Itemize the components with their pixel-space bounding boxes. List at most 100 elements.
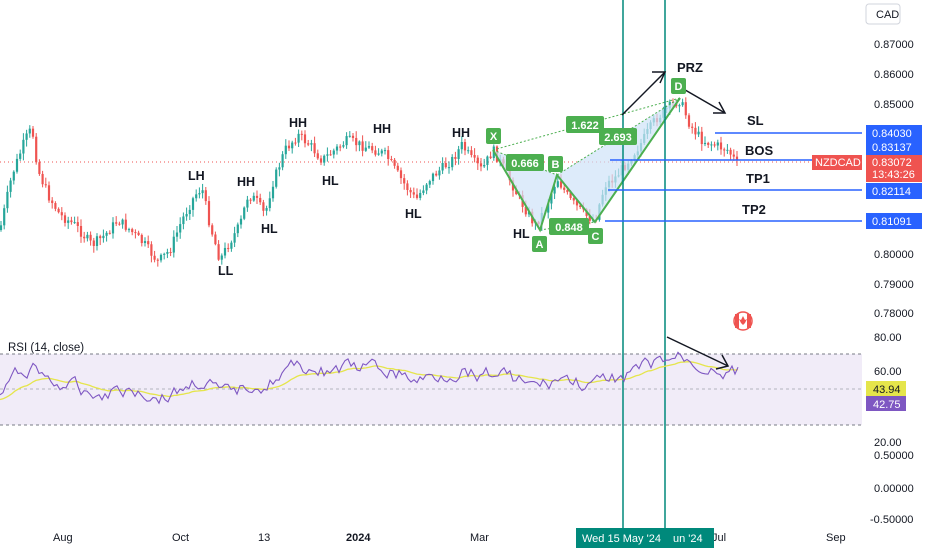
candle-body xyxy=(467,150,470,152)
price-axis[interactable]: CAD 0.87000 0.86000 0.85000 0.80000 0.79… xyxy=(865,3,914,320)
candle-body xyxy=(399,170,403,179)
bos-label: BOS xyxy=(745,143,774,158)
currency-box[interactable] xyxy=(865,3,901,25)
candle-body xyxy=(166,251,169,254)
candle-body xyxy=(175,232,179,237)
candle-body xyxy=(185,214,188,217)
svg-text:0.83072: 0.83072 xyxy=(872,157,912,169)
candle-body xyxy=(438,170,441,176)
candle-body xyxy=(678,105,681,107)
point-a[interactable]: A xyxy=(532,236,547,252)
candle-body xyxy=(198,193,201,195)
candle-body xyxy=(435,173,438,176)
candle-body xyxy=(383,150,387,152)
prz-label: PRZ xyxy=(677,60,703,75)
canada-flag-icon[interactable] xyxy=(733,311,753,331)
candle-body xyxy=(716,142,719,146)
candle-body xyxy=(73,222,76,224)
price-tick: 0.85000 xyxy=(874,99,914,111)
candle-body xyxy=(121,219,124,225)
candle-body xyxy=(428,181,431,185)
rsi-band xyxy=(0,354,862,425)
candle-body xyxy=(259,197,262,203)
candle-body xyxy=(9,180,12,192)
candle-body xyxy=(358,141,361,146)
rsi-tick: 60.00 xyxy=(874,366,902,378)
candle-body xyxy=(319,158,323,163)
candle-body xyxy=(719,142,723,150)
time-tick: Aug xyxy=(53,532,73,544)
candle-body xyxy=(556,181,559,187)
candle-body xyxy=(63,215,67,223)
point-d[interactable]: D xyxy=(671,78,686,94)
candle-body xyxy=(159,254,163,261)
candle-body xyxy=(735,156,739,160)
candle-body xyxy=(86,234,89,239)
candle-body xyxy=(323,155,326,163)
rsi-axis[interactable]: 80.00 60.00 20.00 0.50000 0.00000 -0.500… xyxy=(866,332,914,526)
candle-body xyxy=(431,173,435,182)
candle-body xyxy=(182,216,185,225)
candle-body xyxy=(284,145,287,155)
candle-body xyxy=(454,156,457,159)
rsi-title[interactable]: RSI (14, close) xyxy=(8,342,84,354)
prz-arrow-down-head xyxy=(713,101,727,114)
swing-label-lh: LH xyxy=(188,169,205,183)
swing-label-hh-3: HH xyxy=(452,126,470,140)
candle-body xyxy=(377,153,380,155)
candle-body xyxy=(249,199,252,201)
candle-body xyxy=(38,162,41,174)
current-price-tag: 0.83072 13:43:26 xyxy=(866,155,922,182)
svg-text:0.81091: 0.81091 xyxy=(872,216,912,228)
candle-body xyxy=(559,181,563,188)
candle-body xyxy=(447,167,451,169)
svg-text:13:43:26: 13:43:26 xyxy=(872,169,915,181)
candle-body xyxy=(239,218,243,225)
svg-text:B: B xyxy=(552,159,560,171)
candle-body xyxy=(380,150,383,154)
crosshair-date-tag: Wed 15 May '24 un '24 xyxy=(576,528,714,548)
candle-body xyxy=(483,164,486,167)
candle-body xyxy=(172,236,175,253)
candle-body xyxy=(300,133,303,135)
candle-body xyxy=(163,253,166,255)
rsi-tick: -0.50000 xyxy=(870,514,913,526)
candle-body xyxy=(703,142,707,145)
svg-text:A: A xyxy=(536,239,544,251)
point-x[interactable]: X xyxy=(486,128,501,144)
candle-body xyxy=(60,212,63,216)
candle-body xyxy=(179,224,182,233)
candle-body xyxy=(156,259,159,261)
candle-body xyxy=(51,200,54,204)
candle-body xyxy=(127,229,131,231)
candle-body xyxy=(169,251,172,253)
candle-body xyxy=(710,144,713,146)
candle-body xyxy=(47,185,51,201)
svg-text:0.83137: 0.83137 xyxy=(872,142,912,154)
candle-body xyxy=(134,232,137,234)
candle-body xyxy=(262,202,265,211)
candle-body xyxy=(236,224,239,234)
point-b[interactable]: B xyxy=(548,156,563,172)
svg-text:1.622: 1.622 xyxy=(571,120,599,132)
svg-text:X: X xyxy=(490,131,498,143)
candle-body xyxy=(364,147,367,151)
candle-body xyxy=(105,232,108,236)
time-tick: Oct xyxy=(172,532,189,544)
candle-body xyxy=(463,142,467,151)
candle-body xyxy=(191,198,195,210)
point-c[interactable]: C xyxy=(588,228,603,244)
candle-body xyxy=(553,186,556,194)
time-axis[interactable]: Aug Oct 13 2024 Mar Jul Sep Wed 15 May '… xyxy=(53,528,846,548)
ratio-badge-0666: 0.666 xyxy=(506,154,544,171)
svg-text:NZDCAD: NZDCAD xyxy=(815,157,861,169)
swing-label-hl-1: HL xyxy=(322,174,339,188)
candle-body xyxy=(515,190,518,195)
rsi-tick: 20.00 xyxy=(874,437,902,449)
candle-body xyxy=(329,154,332,156)
tp1-label: TP1 xyxy=(746,171,770,186)
rsi-tick: 80.00 xyxy=(874,332,902,344)
candle-body xyxy=(12,171,15,181)
candle-body xyxy=(89,234,92,241)
